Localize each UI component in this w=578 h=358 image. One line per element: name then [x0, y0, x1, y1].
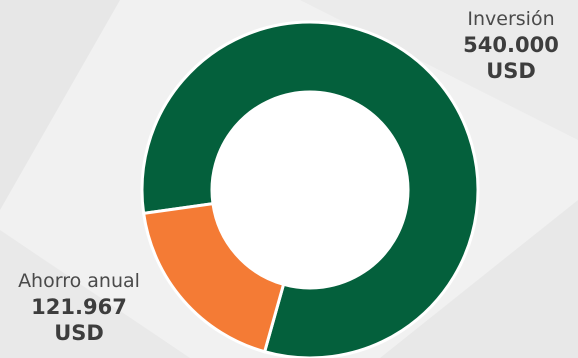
slice-value: 121.967 [31, 294, 127, 319]
slice-name: Inversión [467, 8, 555, 30]
slice-name: Ahorro anual [18, 270, 140, 292]
slice-label-ahorro-anual: Ahorro anual 121.967 USD [0, 270, 158, 346]
slice-unit: USD [486, 59, 536, 83]
slice-unit: USD [54, 321, 104, 345]
donut-hole [212, 92, 408, 288]
donut-slices [140, 20, 480, 358]
slice-label-inversion: Inversión 540.000 USD [446, 8, 576, 84]
slice-value: 540.000 [463, 32, 559, 57]
